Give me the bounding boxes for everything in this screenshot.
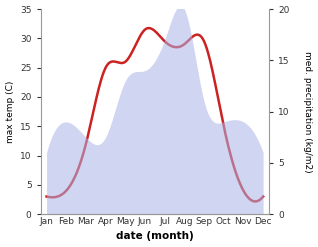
- X-axis label: date (month): date (month): [116, 231, 194, 242]
- Y-axis label: med. precipitation (kg/m2): med. precipitation (kg/m2): [303, 51, 313, 172]
- Y-axis label: max temp (C): max temp (C): [5, 80, 15, 143]
